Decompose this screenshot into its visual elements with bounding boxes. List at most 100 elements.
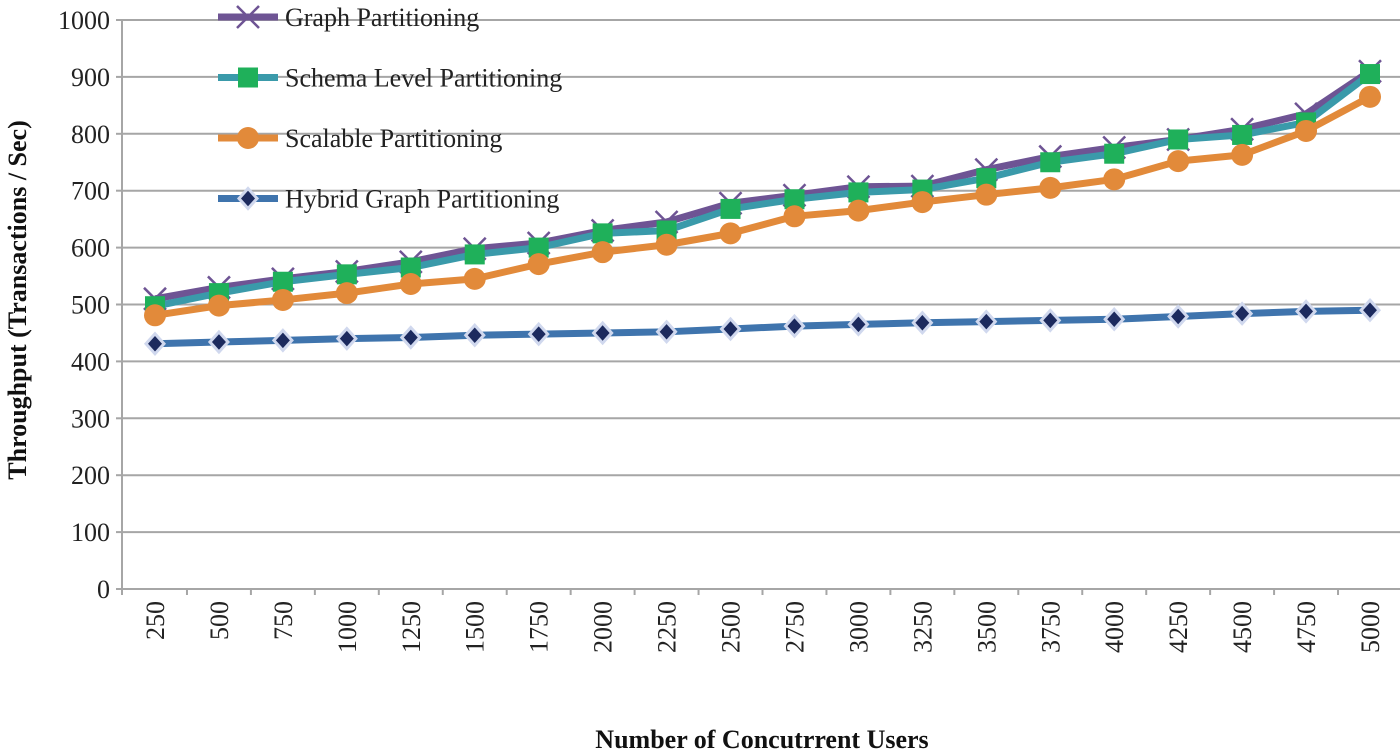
data-point-diamond-marker: [655, 319, 678, 345]
data-point-square-marker: [1168, 129, 1189, 150]
data-point-diamond-marker: [207, 329, 230, 355]
y-tick-label: 700: [71, 177, 110, 206]
data-point-circle-marker: [719, 222, 742, 245]
data-point-square-marker: [238, 67, 258, 88]
legend-item: Schema Level Partitioning: [218, 64, 562, 93]
x-tick-label: 1750: [525, 601, 554, 653]
data-point-circle-marker: [237, 127, 259, 149]
data-point-diamond-marker: [1295, 299, 1318, 324]
y-tick-label: 800: [71, 120, 110, 149]
y-tick-label: 900: [71, 63, 110, 92]
data-point-diamond-marker: [335, 326, 358, 351]
data-point-diamond-marker: [719, 316, 742, 342]
legend-label: Schema Level Partitioning: [285, 64, 562, 93]
x-tick-label: 3250: [908, 601, 937, 653]
x-tick-label: 3500: [972, 601, 1001, 653]
y-tick-label: 0: [97, 575, 110, 604]
y-axis-label: Throughput (Transactions / Sec): [3, 120, 32, 479]
data-point-diamond-marker: [1167, 304, 1190, 329]
data-point-square-marker: [464, 244, 485, 265]
data-point-diamond-marker: [1039, 308, 1062, 333]
data-point-diamond-marker: [527, 321, 550, 347]
data-point-diamond-marker: [1231, 301, 1254, 326]
data-point-diamond-marker: [783, 313, 806, 339]
data-point-circle-marker: [399, 273, 422, 296]
legend-label: Hybrid Graph Partitioning: [285, 185, 559, 214]
data-point-square-marker: [592, 223, 613, 244]
data-point-square-marker: [1232, 124, 1253, 145]
data-point-circle-marker: [911, 191, 934, 214]
x-tick-label: 250: [141, 601, 170, 640]
x-tick-label: 750: [269, 601, 298, 640]
y-tick-label: 200: [71, 461, 110, 490]
x-tick-label: 2250: [653, 601, 682, 653]
data-point-circle-marker: [463, 267, 486, 290]
series-line: [154, 71, 1373, 310]
legend-item: Hybrid Graph Partitioning: [218, 185, 559, 214]
data-point-circle-marker: [1039, 176, 1062, 199]
data-point-diamond-marker: [463, 322, 486, 348]
x-tick-label: 3000: [844, 601, 873, 653]
data-point-circle-marker: [847, 199, 870, 222]
x-axis-label: Number of Concutrrent Users: [595, 725, 928, 754]
x-tick-label: 4500: [1228, 601, 1257, 653]
x-tick-label: 2000: [589, 601, 618, 653]
data-point-circle-marker: [335, 282, 358, 305]
data-point-square-marker: [1104, 143, 1125, 164]
data-point-diamond-marker: [271, 328, 294, 353]
data-point-circle-marker: [1359, 85, 1381, 108]
data-point-square-marker: [1360, 64, 1380, 85]
data-point-circle-marker: [144, 304, 166, 327]
x-tick-label: 2500: [717, 601, 746, 653]
data-point-circle-marker: [591, 241, 614, 264]
data-point-circle-marker: [271, 288, 294, 311]
data-point-diamond-marker: [1358, 297, 1382, 323]
y-tick-label: 500: [71, 291, 110, 320]
x-tick-label: 500: [205, 601, 234, 640]
y-tick-label: 100: [71, 518, 110, 547]
x-tick-label: 2750: [780, 601, 809, 653]
data-point-diamond-marker: [236, 186, 260, 211]
data-point-x-marker: [236, 5, 260, 29]
series-scalable-partitioning: [144, 85, 1381, 327]
x-tick-label: 4250: [1164, 601, 1193, 653]
x-tick-label: 1500: [461, 601, 490, 653]
x-tick-label: 1000: [333, 601, 362, 653]
data-point-diamond-marker: [399, 325, 422, 350]
data-point-square-marker: [528, 237, 549, 258]
data-point-square-marker: [720, 198, 741, 219]
data-point-diamond-marker: [975, 309, 998, 334]
data-point-diamond-marker: [1103, 307, 1126, 332]
data-point-circle-marker: [975, 183, 998, 206]
data-point-square-marker: [976, 168, 997, 189]
x-tick-label: 1250: [397, 601, 426, 653]
data-point-square-marker: [272, 271, 293, 292]
data-point-circle-marker: [1103, 168, 1126, 191]
data-point-square-marker: [848, 182, 869, 203]
data-point-circle-marker: [1167, 150, 1190, 173]
data-point-diamond-marker: [143, 331, 167, 357]
x-tick-label: 3750: [1036, 601, 1065, 653]
data-point-circle-marker: [783, 205, 806, 228]
x-tick-label: 4750: [1292, 601, 1321, 653]
data-point-circle-marker: [207, 294, 230, 317]
series-hybrid-graph-partitioning: [143, 297, 1382, 357]
data-point-diamond-marker: [591, 320, 614, 346]
data-point-circle-marker: [527, 253, 550, 276]
x-tick-label: 4000: [1100, 601, 1129, 653]
y-tick-label: 600: [71, 234, 110, 263]
x-tick-label: 5000: [1356, 601, 1385, 653]
data-point-circle-marker: [1295, 119, 1318, 142]
legend-item: Scalable Partitioning: [218, 124, 502, 153]
y-tick-label: 300: [71, 404, 110, 433]
data-point-diamond-marker: [847, 312, 870, 337]
y-tick-label: 400: [71, 347, 110, 376]
data-point-circle-marker: [1231, 143, 1254, 166]
data-point-square-marker: [784, 189, 805, 210]
legend-label: Scalable Partitioning: [285, 124, 502, 153]
legend-label: Graph Partitioning: [285, 3, 479, 32]
data-point-square-marker: [1040, 152, 1061, 173]
data-point-circle-marker: [655, 233, 678, 256]
y-tick-label: 1000: [58, 6, 110, 35]
